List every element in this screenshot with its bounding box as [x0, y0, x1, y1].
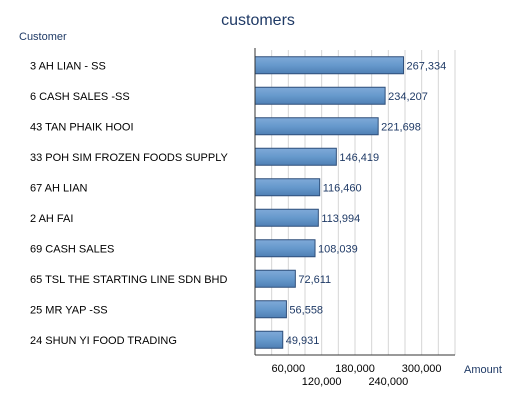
data-label: 234,207: [388, 91, 428, 103]
bar: [254, 117, 379, 136]
category-label: 67 AH LIAN: [30, 182, 88, 194]
category-labels: 267,334 3 AH LIAN - SS 234,207 6 CASH SALES…: [30, 60, 446, 347]
category-label: 65 TSL THE STARTING LINE SDN BHD: [30, 274, 227, 286]
category-label: 6 CASH SALES -SS: [30, 91, 130, 103]
category-label: 3 AH LIAN - SS: [30, 60, 106, 72]
data-label: 72,611: [298, 274, 331, 286]
bar: [254, 330, 284, 349]
x-axis-title: Amount: [464, 364, 502, 376]
category-label: 24 SHUN YI FOOD TRADING: [30, 335, 177, 347]
y-axis-title: Customer: [19, 31, 67, 43]
category-label: 2 AH FAI: [30, 213, 73, 225]
x-tick-label: 120,000: [302, 376, 342, 388]
bar: [254, 86, 386, 105]
bar: [254, 56, 405, 75]
data-label: 108,039: [318, 243, 358, 255]
data-label: 56,558: [289, 304, 323, 316]
category-label: 25 MR YAP -SS: [30, 304, 108, 316]
axes: [254, 48, 455, 356]
bar: [254, 239, 316, 258]
bar: [254, 300, 287, 319]
category-label: 33 POH SIM FROZEN FOODS SUPPLY: [30, 152, 228, 164]
bar: [254, 269, 296, 288]
chart-title: customers: [221, 12, 295, 29]
data-label: 113,994: [321, 213, 360, 225]
data-label: 146,419: [339, 152, 379, 164]
category-label: 43 TAN PHAIK HOOI: [30, 121, 134, 133]
data-label: 49,931: [286, 335, 320, 347]
data-label: 116,460: [323, 182, 362, 194]
x-tick-label: 300,000: [402, 363, 442, 375]
x-tick-label: 60,000: [272, 363, 306, 375]
bar: [254, 147, 337, 166]
category-label: 69 CASH SALES: [30, 243, 114, 255]
data-label: 221,698: [381, 121, 421, 133]
data-label: 267,334: [407, 60, 447, 72]
bars: [254, 56, 405, 349]
x-tick-label: 180,000: [335, 363, 375, 375]
x-tick-label: 240,000: [368, 376, 408, 388]
bar: [254, 208, 319, 227]
bar: [254, 178, 321, 197]
